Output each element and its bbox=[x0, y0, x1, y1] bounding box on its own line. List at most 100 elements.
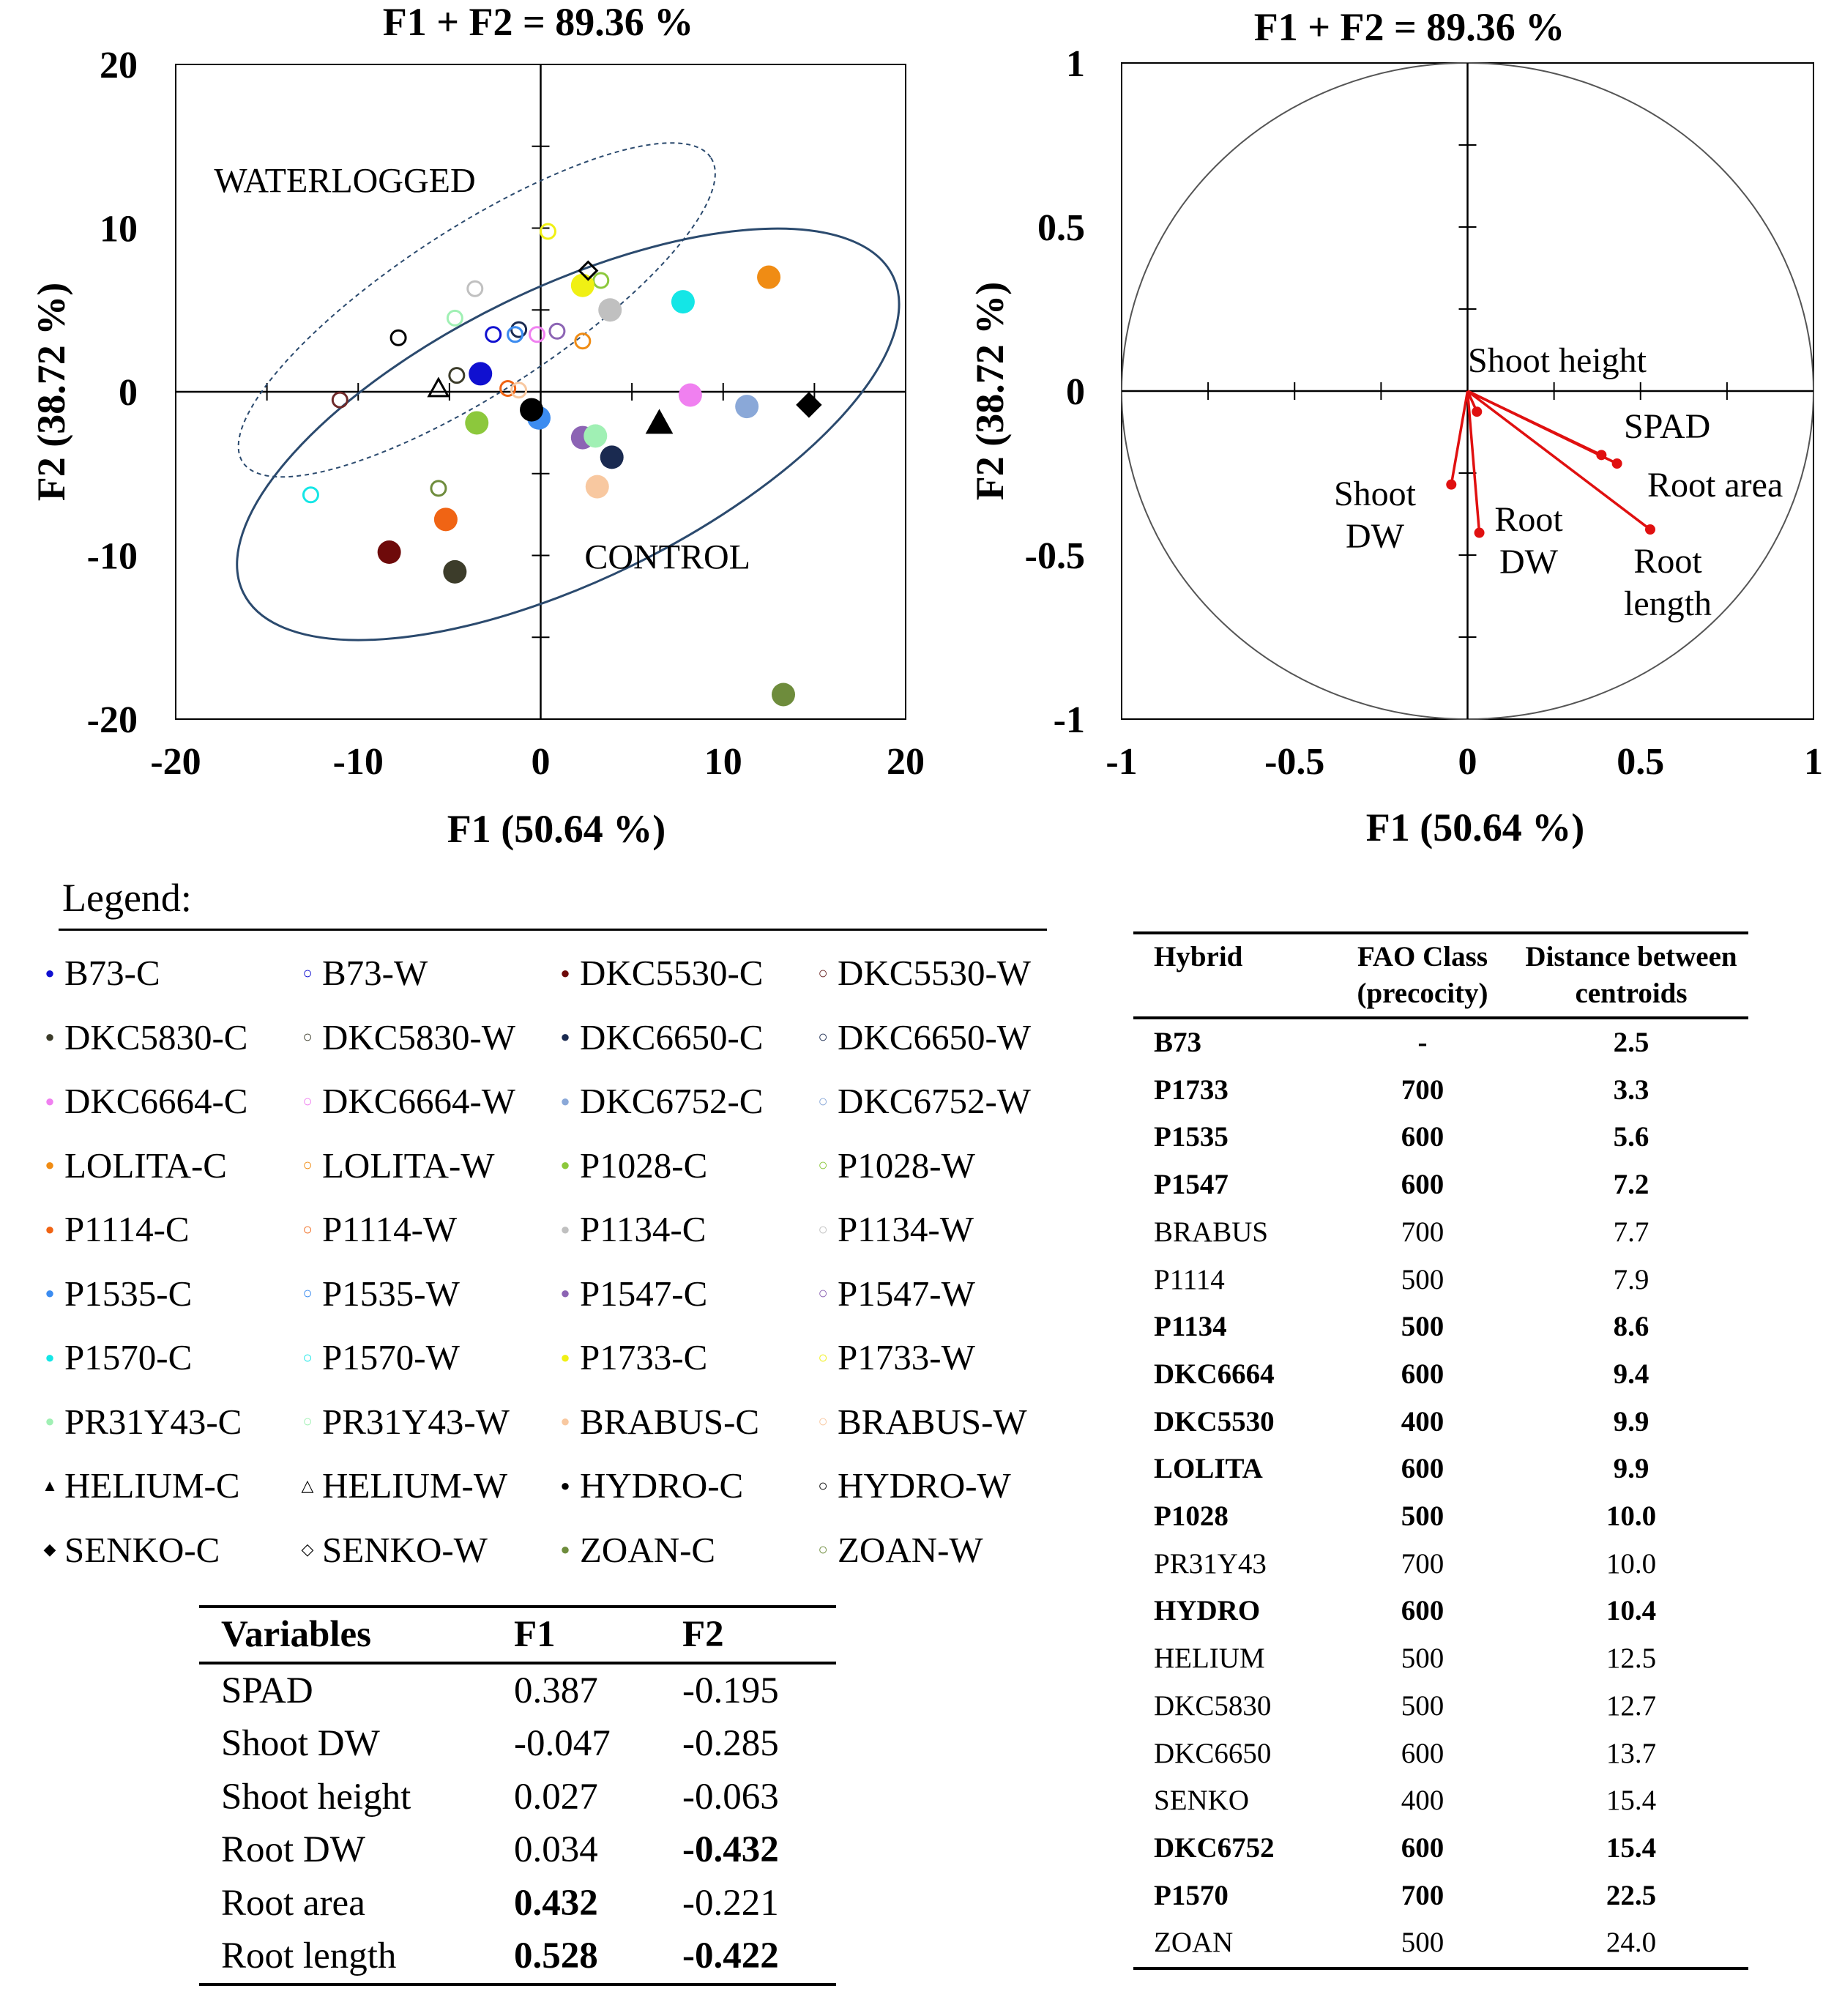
legend-label: P1733-W bbox=[838, 1337, 975, 1378]
hybrid-table-row: P1028 500 10.0 bbox=[1133, 1493, 1748, 1541]
hybrid-cell-distance: 12.7 bbox=[1606, 1689, 1657, 1722]
hybrid-table-row: BRABUS 700 7.7 bbox=[1133, 1209, 1748, 1257]
hybrid-table-row: DKC5830 500 12.7 bbox=[1133, 1683, 1748, 1730]
circle-plot-title: F1 + F2 = 89.36 % bbox=[1254, 5, 1565, 49]
hybrid-header-hybrid: Hybrid bbox=[1154, 941, 1243, 972]
point-circle bbox=[443, 559, 467, 584]
legend-label: P1028-C bbox=[580, 1145, 708, 1186]
legend-label: SENKO-C bbox=[64, 1529, 220, 1570]
variables-cell-f1: 0.528 bbox=[514, 1935, 598, 1976]
hybrid-cell-fao: - bbox=[1417, 1027, 1428, 1058]
circle-x-tick-label: 0 bbox=[1458, 741, 1477, 783]
point-circle bbox=[331, 391, 348, 409]
hybrid-table-row: SENKO 400 15.4 bbox=[1133, 1777, 1748, 1825]
legend-marker-icon: ○ bbox=[818, 1027, 828, 1046]
variables-table: Variables F1 F2 SPAD 0.387 -0.195 Shoot DW -… bbox=[199, 1605, 836, 1986]
hybrid-cell-fao: 700 bbox=[1401, 1879, 1444, 1911]
variables-cell-f2: -0.195 bbox=[682, 1670, 779, 1711]
point-circle bbox=[485, 326, 502, 343]
score-plot: -20 -10 0 10 20 20 10 0 -10 -20 F1 + F2 = 89.36 % F… bbox=[29, 0, 925, 851]
legend-marker-icon: ● bbox=[560, 1284, 570, 1303]
variables-table-row: Root DW 0.034 -0.432 bbox=[199, 1823, 836, 1877]
legend-label: ZOAN-W bbox=[838, 1529, 983, 1570]
point-circle bbox=[466, 280, 484, 297]
vector-label: DW bbox=[1499, 543, 1559, 581]
legend-item: ● B73-C bbox=[35, 941, 293, 1005]
point-circle bbox=[592, 272, 610, 289]
circle-x-tick-label: 0.5 bbox=[1617, 741, 1664, 783]
hybrid-header-distance-line1: Distance between bbox=[1525, 941, 1737, 972]
point-circle bbox=[598, 298, 622, 322]
score-x-tick-label: 20 bbox=[887, 741, 925, 783]
score-y-tick-label: -20 bbox=[87, 699, 138, 741]
legend-item: ○ DKC6664-W bbox=[293, 1069, 551, 1134]
loading-vector bbox=[1450, 390, 1469, 485]
hybrid-cell-fao: 400 bbox=[1401, 1405, 1444, 1437]
legend-label: P1535-W bbox=[322, 1273, 460, 1314]
legend-label: P1570-C bbox=[64, 1337, 193, 1378]
hybrid-cell-hybrid: SENKO bbox=[1154, 1785, 1250, 1817]
legend-item: ○ DKC5830-W bbox=[293, 1005, 551, 1070]
legend-label: P1733-C bbox=[580, 1337, 708, 1378]
hybrid-cell-hybrid: BRABUS bbox=[1154, 1216, 1269, 1248]
legend-marker-icon: ◇ bbox=[301, 1540, 314, 1559]
hybrid-cell-distance: 10.0 bbox=[1606, 1547, 1657, 1580]
legend-label: B73-W bbox=[322, 953, 428, 994]
legend-item: ○ B73-W bbox=[293, 941, 551, 1005]
hybrid-cell-hybrid: P1547 bbox=[1154, 1169, 1229, 1201]
legend-item: ● BRABUS-C bbox=[551, 1390, 808, 1454]
vector-label: Root bbox=[1633, 542, 1702, 581]
hybrid-cell-distance: 15.4 bbox=[1606, 1785, 1657, 1817]
vector-label: DW bbox=[1346, 517, 1405, 556]
legend-marker-icon: ○ bbox=[302, 1284, 313, 1303]
legend-marker-icon: ● bbox=[45, 1219, 55, 1238]
legend-marker-icon: ○ bbox=[302, 1027, 313, 1046]
hybrid-cell-distance: 24.0 bbox=[1606, 1927, 1657, 1959]
legend-marker-icon: ○ bbox=[818, 1476, 828, 1495]
hybrid-table-row: P1547 600 7.2 bbox=[1133, 1161, 1748, 1209]
legend-label: SENKO-W bbox=[322, 1529, 488, 1570]
legend-label: ZOAN-C bbox=[580, 1529, 716, 1570]
vector-label: length bbox=[1624, 584, 1712, 623]
score-x-tick-label: -20 bbox=[150, 741, 201, 783]
point-diamond bbox=[578, 260, 599, 281]
legend-label: P1535-C bbox=[64, 1273, 193, 1314]
hybrid-table-row: P1535 600 5.6 bbox=[1133, 1114, 1748, 1161]
hybrid-cell-distance: 7.7 bbox=[1613, 1216, 1649, 1248]
hybrid-cell-distance: 13.7 bbox=[1606, 1737, 1657, 1769]
score-x-tick-label: 0 bbox=[532, 741, 551, 783]
variables-cell-name: Root length bbox=[221, 1935, 397, 1976]
legend-marker-icon: ○ bbox=[302, 1091, 313, 1110]
legend-item: ○ DKC6650-W bbox=[808, 1005, 1075, 1070]
point-circle bbox=[529, 326, 546, 343]
hybrid-cell-fao: 500 bbox=[1401, 1500, 1444, 1533]
variables-header-name: Variables bbox=[221, 1614, 371, 1655]
legend-item: ◆ SENKO-C bbox=[35, 1518, 293, 1582]
legend-label: DKC6650-C bbox=[580, 1016, 764, 1057]
legend-marker-icon: ○ bbox=[818, 1091, 828, 1110]
legend-marker-icon: ○ bbox=[302, 963, 313, 982]
legend-label: DKC6664-C bbox=[64, 1081, 248, 1122]
legend-label: DKC5530-W bbox=[838, 953, 1032, 994]
variables-cell-f2: -0.063 bbox=[682, 1776, 779, 1818]
legend-item: ● P1535-C bbox=[35, 1262, 293, 1326]
hybrid-cell-fao: 500 bbox=[1401, 1263, 1444, 1295]
hybrid-cell-distance: 12.5 bbox=[1606, 1643, 1657, 1675]
point-diamond bbox=[796, 392, 822, 418]
hybrid-table-row: B73 - 2.5 bbox=[1133, 1018, 1748, 1067]
hybrid-cell-distance: 10.0 bbox=[1606, 1500, 1657, 1533]
hybrid-cell-distance: 10.4 bbox=[1606, 1595, 1657, 1627]
hybrid-cell-distance: 7.9 bbox=[1613, 1263, 1649, 1295]
score-y-tick-label: 10 bbox=[100, 209, 138, 250]
legend-marker-icon: ○ bbox=[818, 1219, 828, 1238]
point-circle bbox=[678, 383, 702, 407]
legend-label: HYDRO-C bbox=[580, 1465, 744, 1506]
legend-item: ○ P1134-W bbox=[808, 1197, 1075, 1262]
score-x-tick-label: -10 bbox=[333, 741, 384, 783]
circle-x-tick-label: -0.5 bbox=[1264, 741, 1324, 783]
hybrid-table: Hybrid FAO Class (precocity) Distance bet… bbox=[1133, 931, 1748, 1970]
point-circle bbox=[574, 332, 592, 350]
circle-y-tick-label: 1 bbox=[1066, 43, 1085, 85]
point-circle bbox=[389, 329, 407, 346]
hybrid-cell-hybrid: LOLITA bbox=[1154, 1453, 1263, 1485]
